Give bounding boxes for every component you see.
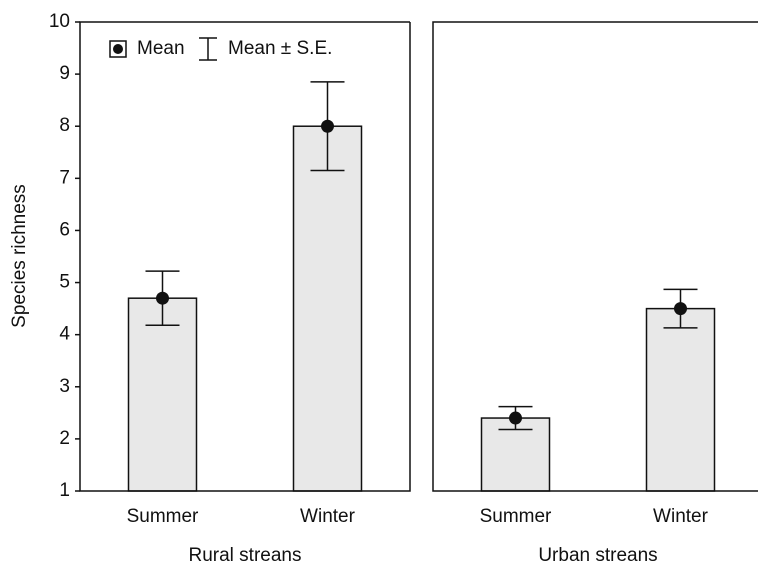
- legend-se-icon: [199, 37, 217, 61]
- y-axis-label: Species richness: [9, 184, 30, 328]
- x-axis-label: Urban streans: [538, 545, 657, 566]
- legend: Mean Mean ± S.E.: [109, 37, 332, 61]
- bar: [292, 125, 363, 492]
- y-tick-label: 7: [59, 167, 70, 188]
- y-tick-label: 9: [59, 63, 70, 84]
- x-tick-label: Summer: [480, 506, 552, 527]
- panel-frame: [79, 21, 411, 492]
- mean-marker: [156, 291, 169, 305]
- x-tick-label: Summer: [127, 506, 199, 527]
- bar: [645, 307, 716, 492]
- x-axis-label: Rural streans: [189, 545, 302, 566]
- mean-marker: [674, 302, 687, 316]
- y-tick-label: 2: [59, 428, 70, 449]
- mean-marker: [321, 119, 334, 133]
- y-tick-label: 3: [59, 376, 70, 397]
- legend-mean-marker: [113, 44, 123, 54]
- bar: [127, 297, 198, 492]
- legend-se-label: Mean ± S.E.: [228, 38, 332, 59]
- y-tick-label: 1: [59, 480, 70, 501]
- y-tick-label: 8: [59, 115, 70, 136]
- y-tick-label: 4: [59, 324, 70, 345]
- legend-mean-label: Mean: [137, 38, 185, 59]
- panel-frame: [432, 21, 758, 492]
- y-tick-label: 10: [49, 11, 70, 32]
- mean-marker: [509, 411, 522, 425]
- y-tick-label: 5: [59, 272, 70, 293]
- x-tick-label: Winter: [653, 506, 709, 527]
- x-tick-label: Winter: [300, 506, 356, 527]
- y-tick-label: 6: [59, 219, 70, 240]
